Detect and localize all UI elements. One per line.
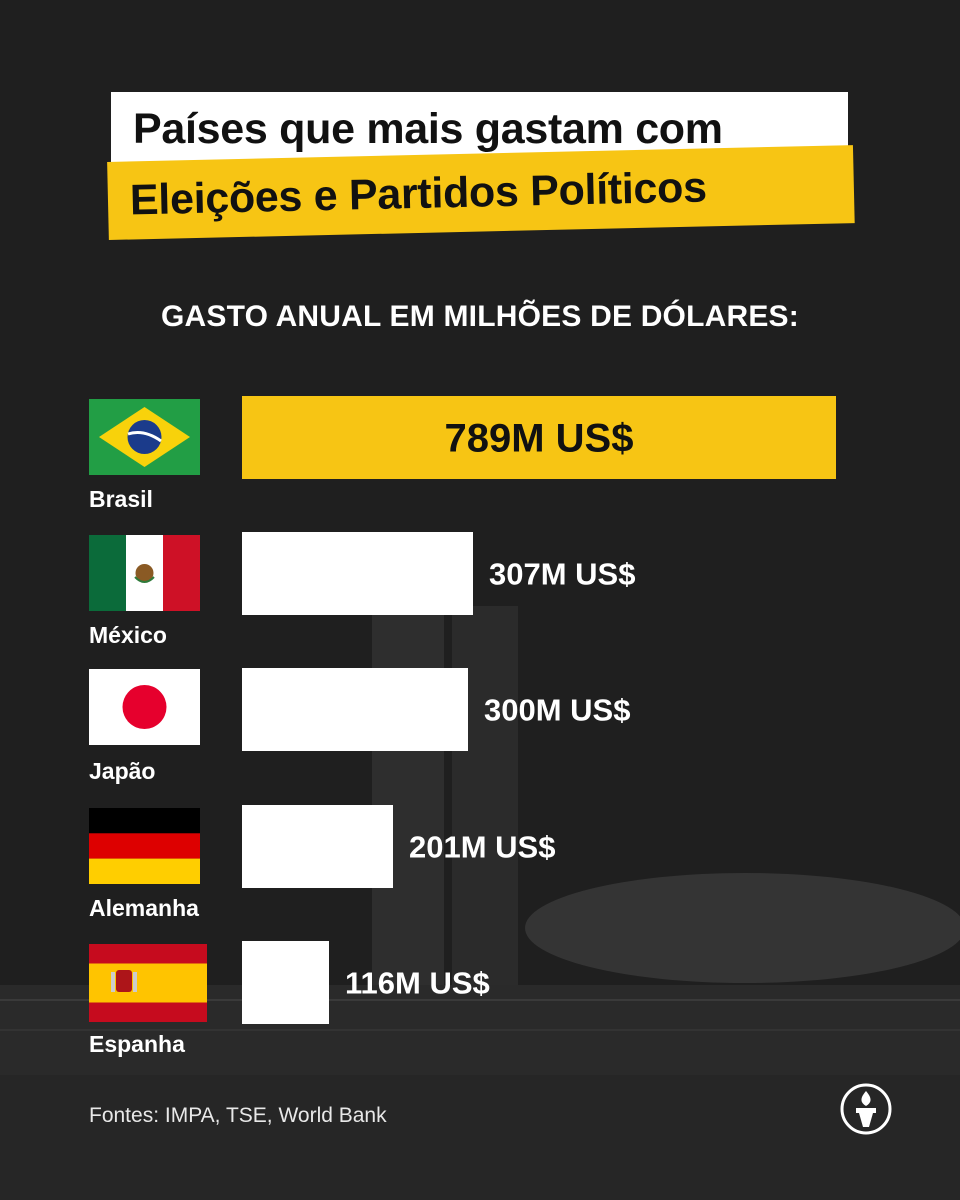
bar-alemanha [242, 805, 393, 888]
country-label-alemanha: Alemanha [89, 895, 199, 921]
country-label-japão: Japão [89, 758, 156, 784]
value-label-japão: 300M US$ [484, 693, 630, 728]
bar-chart: 789M US$ 307M US$ 300M US$ 201M US$ 116M US$ [242, 396, 836, 1024]
value-label-brasil: 789M US$ [445, 417, 634, 461]
source-note: Fontes: IMPA, TSE, World Bank [89, 1104, 387, 1127]
flag-japan-icon [89, 669, 200, 745]
value-label-espanha: 116M US$ [345, 966, 490, 1001]
bar-brasil [242, 396, 836, 479]
country-label-espanha: Espanha [89, 1031, 185, 1057]
chart-subtitle: GASTO ANUAL EM MILHÕES DE DÓLARES: [161, 300, 799, 333]
country-label-méxico: México [89, 622, 167, 648]
value-label-alemanha: 201M US$ [409, 830, 555, 865]
flag-brazil-icon [89, 399, 200, 475]
torch-logo-icon [839, 1082, 893, 1141]
value-label-méxico: 307M US$ [489, 557, 635, 592]
flag-spain-icon [89, 944, 207, 1022]
country-label-brasil: Brasil [89, 486, 153, 512]
bar-espanha [242, 941, 329, 1024]
bar-méxico [242, 532, 473, 615]
bar-japão [242, 668, 468, 751]
flag-mexico-icon [89, 535, 200, 611]
flag-germany-icon [89, 808, 200, 884]
